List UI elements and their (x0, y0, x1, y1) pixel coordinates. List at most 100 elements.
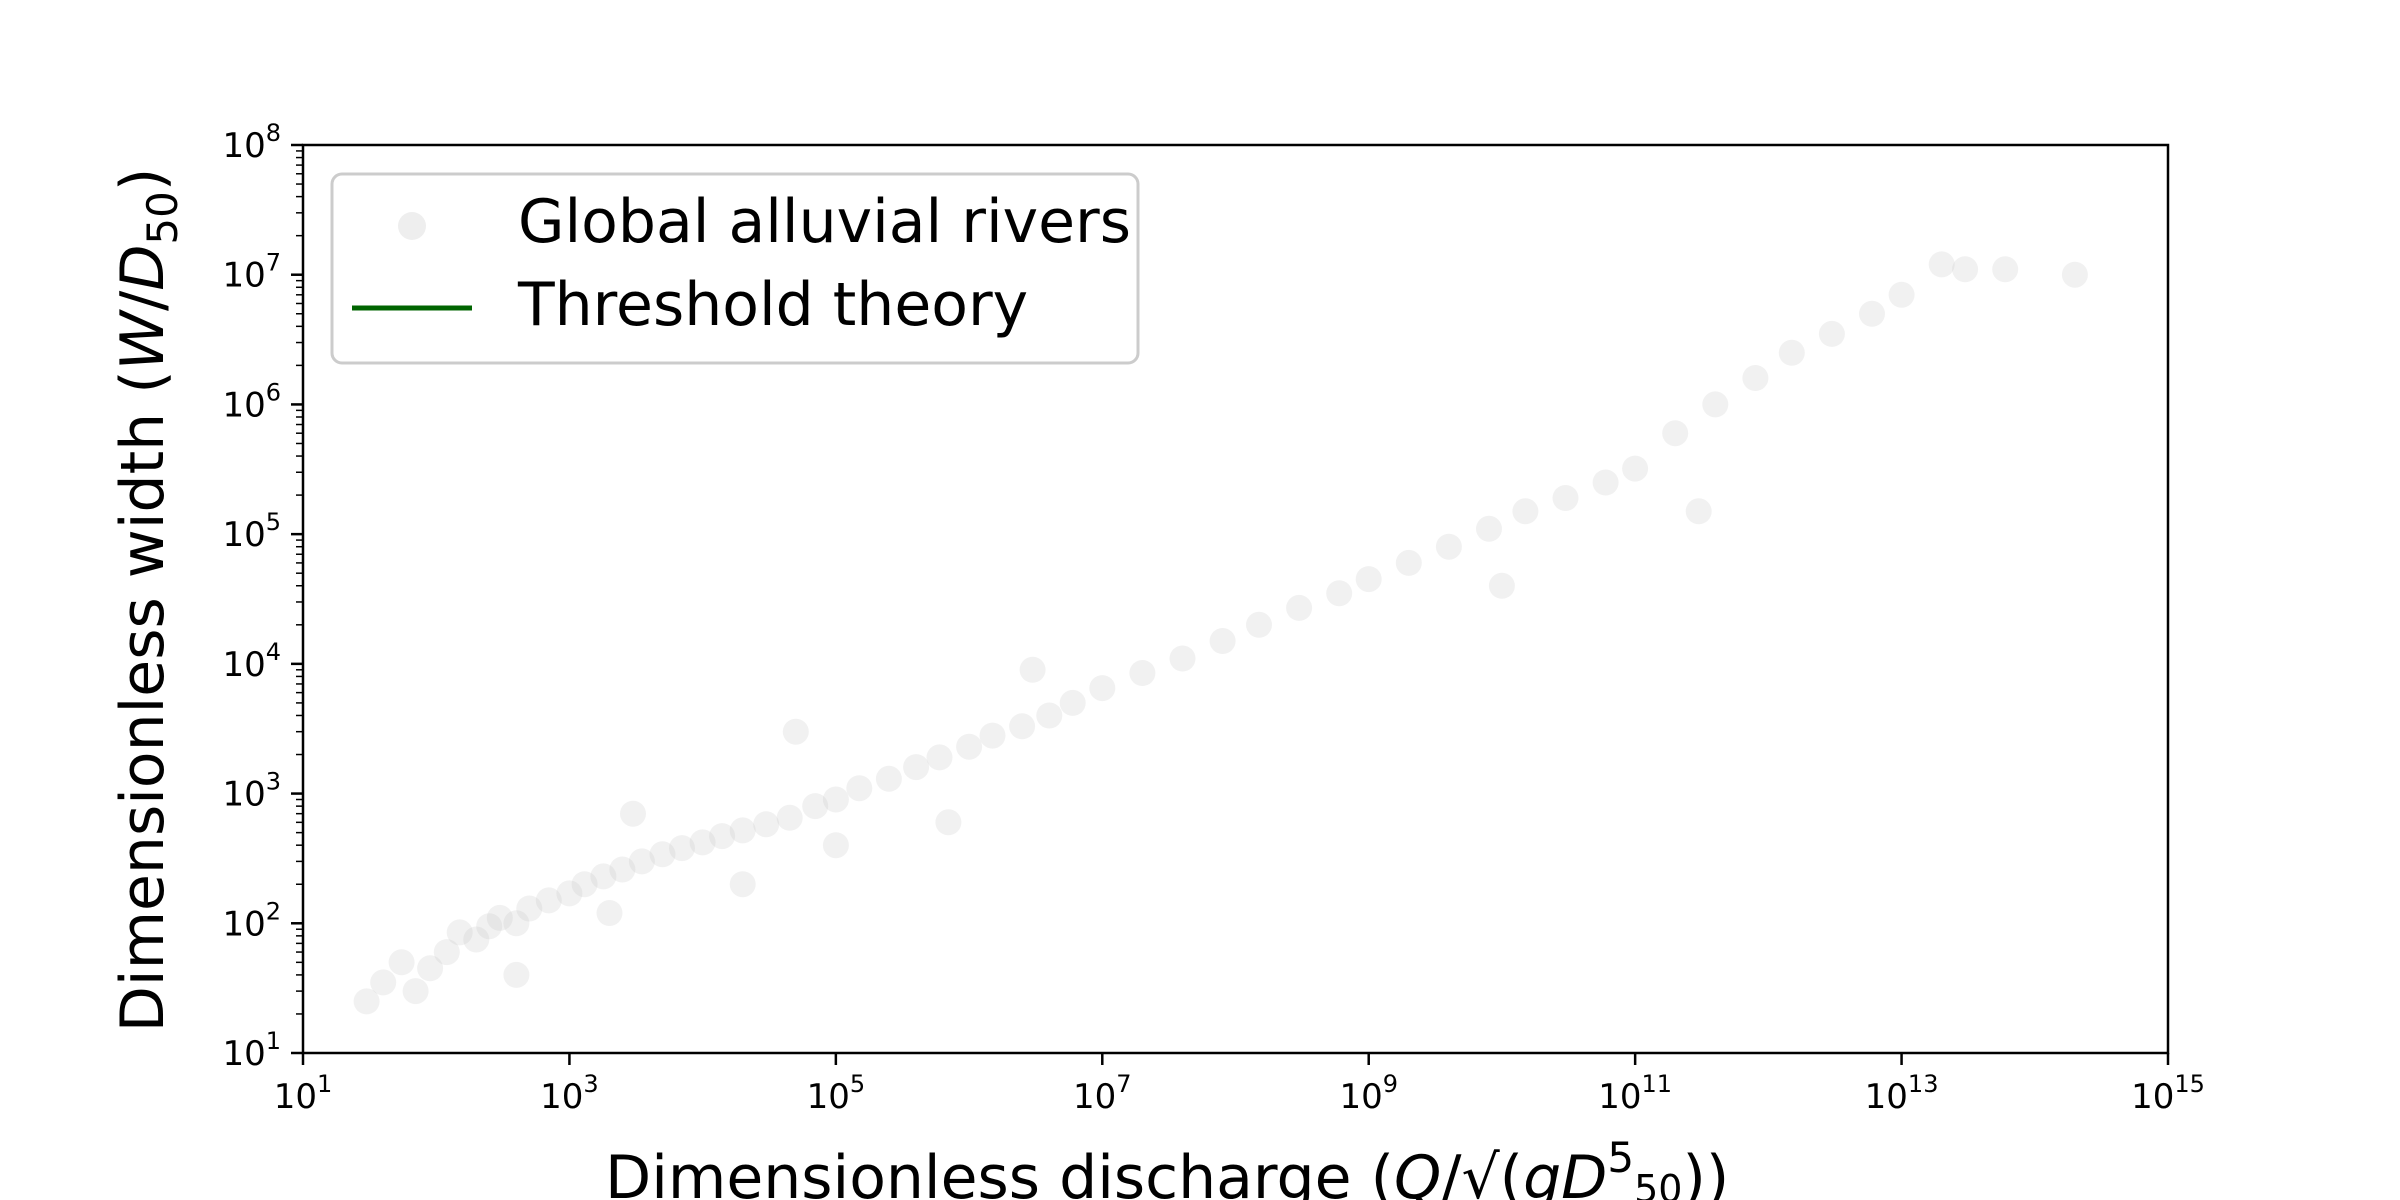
data-point (1435, 533, 1462, 560)
data-point (1928, 251, 1955, 278)
data-point (476, 913, 503, 940)
data-point (1476, 515, 1502, 542)
data-point (782, 718, 809, 745)
legend-marker-scatter (398, 212, 426, 240)
data-point (571, 871, 598, 898)
data-point (535, 887, 562, 914)
data-point (846, 775, 873, 802)
data-point (370, 969, 397, 996)
data-point (1778, 339, 1805, 366)
data-point (753, 811, 780, 838)
data-point (1209, 628, 1236, 654)
data-point (689, 829, 716, 856)
y-tick-label: 102 (222, 897, 281, 944)
data-point (1888, 281, 1915, 308)
y-tick-label: 103 (222, 768, 281, 815)
data-point (1036, 702, 1063, 729)
legend-label-threshold: Threshold theory (517, 270, 1028, 340)
data-point (1552, 485, 1579, 511)
y-tick-label: 107 (222, 249, 281, 296)
data-point (446, 919, 473, 946)
data-point (926, 744, 953, 771)
data-point (776, 804, 803, 831)
data-point (503, 910, 530, 937)
data-point (649, 841, 676, 868)
data-point (1488, 572, 1515, 599)
data-point (388, 949, 415, 976)
data-point (1992, 256, 2019, 283)
x-tick-label: 1013 (1865, 1070, 1939, 1117)
data-point (979, 722, 1006, 749)
data-point (402, 978, 429, 1005)
data-point (463, 926, 490, 953)
data-point (609, 856, 636, 883)
legend-box (330, 172, 1140, 365)
data-point (1355, 566, 1382, 593)
data-point (1662, 420, 1689, 447)
data-point (1859, 300, 1885, 327)
y-axis-ticks: 101 102 103 104 105 106 107 108 (222, 119, 303, 1074)
data-point (628, 848, 655, 875)
data-point (802, 793, 829, 820)
data-point (1009, 713, 1036, 740)
data-point (556, 880, 583, 907)
data-point (1089, 675, 1116, 702)
x-tick-label: 109 (1339, 1070, 1398, 1117)
data-point (486, 904, 513, 931)
x-tick-label: 1015 (2131, 1070, 2205, 1117)
x-tick-label: 103 (540, 1070, 599, 1117)
data-point (1702, 391, 1729, 418)
data-point (353, 988, 380, 1015)
x-tick-label: 1011 (1598, 1070, 1672, 1117)
data-point (417, 955, 444, 982)
data-point (516, 895, 543, 922)
data-point (903, 754, 930, 781)
data-point (620, 800, 646, 827)
data-point (1512, 498, 1539, 525)
data-point (1685, 498, 1712, 525)
x-tick-label: 105 (807, 1070, 866, 1117)
x-tick-label: 101 (274, 1070, 333, 1117)
data-point (1952, 256, 1979, 283)
legend-label-rivers: Global alluvial rivers (518, 187, 1131, 257)
data-point (1059, 689, 1086, 716)
y-tick-label: 105 (222, 508, 281, 555)
data-point (1246, 611, 1272, 638)
data-point (590, 863, 617, 890)
data-point (729, 871, 756, 898)
data-point (875, 765, 902, 792)
y-tick-label: 108 (222, 119, 281, 166)
data-point (709, 823, 736, 850)
y-tick-label: 104 (222, 638, 281, 685)
data-point (729, 817, 756, 844)
data-point (1286, 594, 1313, 621)
data-point (1818, 320, 1845, 347)
data-point (596, 900, 623, 926)
legend: Global alluvial rivers Threshold theory (330, 172, 1140, 365)
data-point (822, 786, 849, 813)
data-point (2061, 261, 2088, 288)
plot-frame (301, 143, 2170, 1055)
data-point (503, 961, 530, 988)
data-point (1592, 469, 1619, 496)
scatter-points (353, 251, 2088, 1015)
data-point (1169, 645, 1196, 672)
data-point (1019, 656, 1046, 683)
data-point (956, 733, 983, 760)
x-axis-title: Dimensionless discharge (Q/√(gD550)) (605, 1133, 1729, 1200)
y-tick-label: 101 (222, 1027, 281, 1074)
data-point (669, 835, 695, 862)
data-point (935, 809, 962, 836)
x-axis-ticks: 101 103 105 107 109 1011 1013 1015 (274, 1053, 2205, 1117)
data-point (1326, 580, 1353, 607)
y-axis-title: Dimensionless width (W/D50) (108, 168, 187, 1033)
data-point (1742, 365, 1769, 391)
data-point (1395, 549, 1422, 576)
data-point (433, 939, 460, 966)
y-tick-label: 106 (222, 378, 281, 425)
x-tick-label: 107 (1073, 1070, 1132, 1117)
data-point (1129, 660, 1156, 686)
data-point (822, 832, 849, 859)
data-point (1622, 455, 1649, 482)
